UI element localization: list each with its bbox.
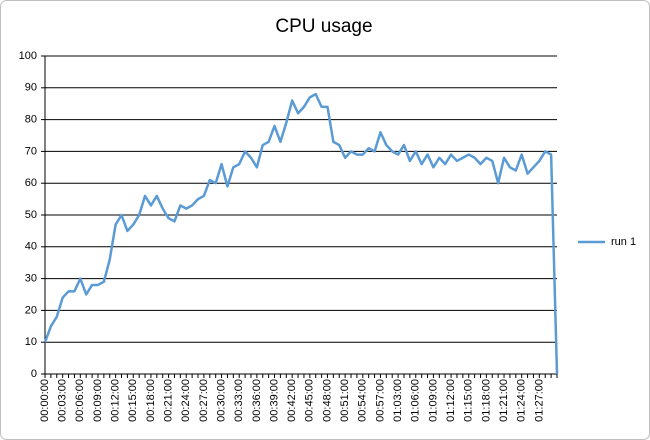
x-tick-label: 00:21:00 [162, 379, 174, 422]
x-tick-label: 00:45:00 [304, 379, 316, 422]
y-tick-label: 90 [25, 82, 37, 94]
series-line [43, 92, 559, 375]
x-tick-label: 01:09:00 [427, 379, 439, 422]
x-tick-label: 00:27:00 [198, 379, 210, 422]
x-tick-label: 00:57:00 [374, 379, 386, 422]
x-tick-label: 00:33:00 [233, 379, 245, 422]
x-tick-label: 01:12:00 [445, 379, 457, 422]
x-tick-label: 00:03:00 [57, 379, 69, 422]
x-tick-label: 00:24:00 [180, 379, 192, 422]
x-tick-label: 00:36:00 [251, 379, 263, 422]
x-tick-label: 00:39:00 [268, 379, 280, 422]
y-tick-label: 30 [25, 273, 37, 285]
y-tick-label: 100 [19, 50, 37, 62]
x-tick-label: 00:51:00 [339, 379, 351, 422]
x-tick-label: 01:03:00 [392, 379, 404, 422]
y-tick-label: 0 [31, 368, 37, 380]
x-tick-label: 01:21:00 [498, 379, 510, 422]
x-tick-label: 00:09:00 [92, 379, 104, 422]
x-tick-label: 00:42:00 [286, 379, 298, 422]
x-tick-label: 00:48:00 [321, 379, 333, 422]
x-tick-label: 00:15:00 [127, 379, 139, 422]
y-tick-label: 80 [25, 114, 37, 126]
x-tick-label: 01:24:00 [516, 379, 528, 422]
y-tick-label: 10 [25, 336, 37, 348]
y-tick-label: 50 [25, 209, 37, 221]
chart-title: CPU usage [275, 16, 372, 37]
x-tick-label: 00:18:00 [145, 379, 157, 422]
x-tick-label: 00:12:00 [110, 379, 122, 422]
y-tick-label: 60 [25, 177, 37, 189]
y-tick-label: 70 [25, 145, 37, 157]
y-tick-label: 40 [25, 241, 37, 253]
x-tick-label: 00:30:00 [215, 379, 227, 422]
x-tick-label: 00:54:00 [357, 379, 369, 422]
x-tick-label: 01:27:00 [533, 379, 545, 422]
x-tick-label: 00:06:00 [74, 379, 86, 422]
x-tick-label: 01:18:00 [480, 379, 492, 422]
y-tick-label: 20 [25, 304, 37, 316]
x-tick-label: 01:15:00 [463, 379, 475, 422]
x-tick-label: 00:00:00 [39, 379, 51, 422]
x-tick-label: 01:06:00 [410, 379, 422, 422]
legend-label: run 1 [611, 236, 636, 248]
